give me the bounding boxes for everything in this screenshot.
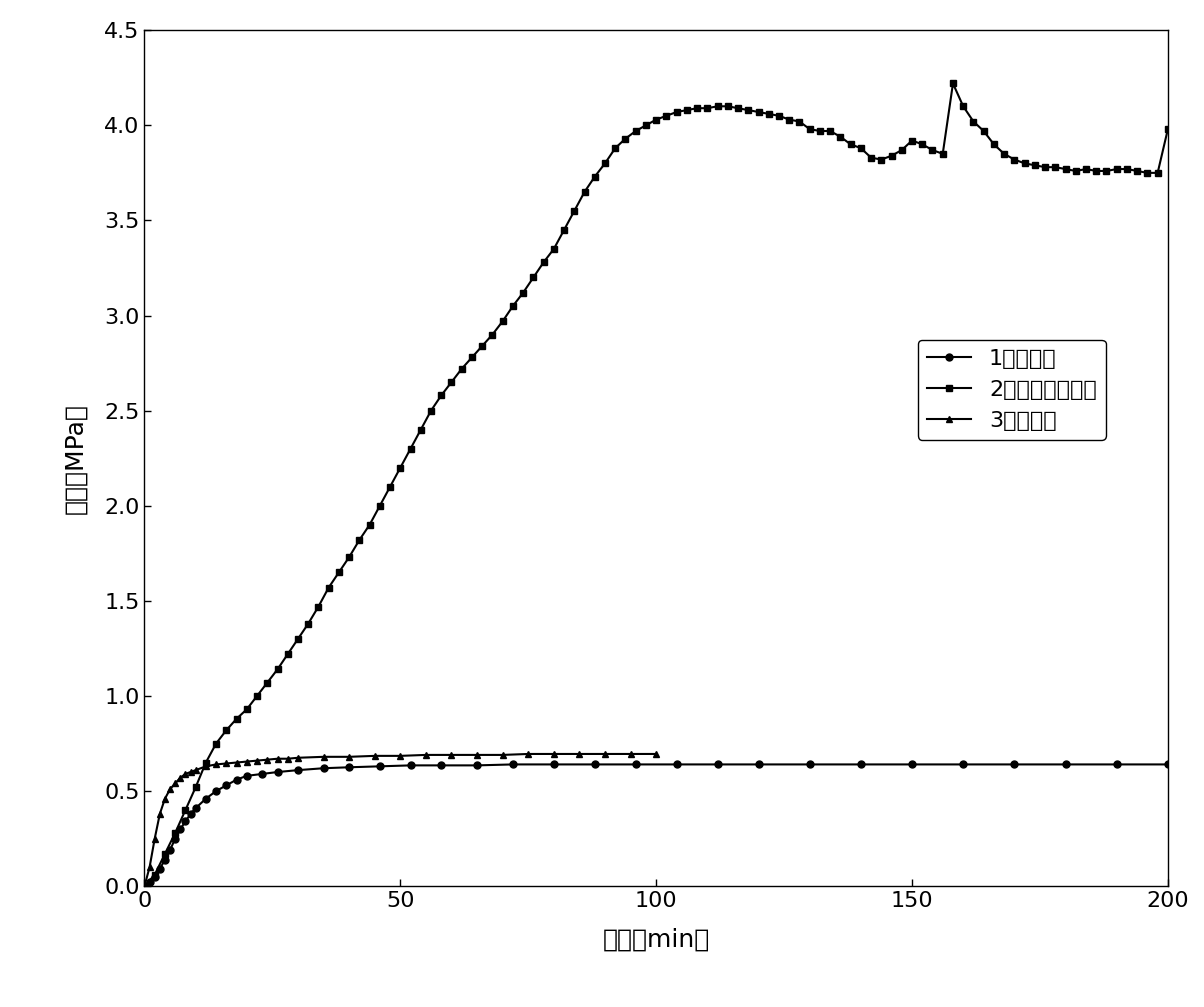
1正向驱替 [255,768,270,780]
3反向驱替 [649,748,663,760]
1正向驱替 [1161,758,1175,770]
1正向驱替 [183,808,197,820]
1正向驱替 [270,766,284,778]
3反向驱替 [367,750,382,762]
1正向驱替 [433,759,448,771]
2污染后正向驱替 [854,142,868,154]
1正向驱替 [173,823,188,835]
3反向驱替 [342,751,356,763]
3反向驱替 [229,756,243,768]
2污染后正向驱替 [137,880,152,892]
2污染后正向驱替 [608,142,622,154]
1正向驱替 [342,761,356,773]
3反向驱替 [317,751,331,763]
3反向驱替 [147,833,161,845]
Line: 1正向驱替: 1正向驱替 [141,761,1171,889]
1正向驱替 [588,758,602,770]
1正向驱替 [178,816,193,828]
2污染后正向驱替 [905,135,920,147]
1正向驱替 [199,793,213,805]
3反向驱替 [153,808,167,820]
1正向驱替 [669,758,684,770]
1正向驱替 [219,779,234,792]
Legend: 1正向驱替, 2污染后正向驱替, 3反向驱替: 1正向驱替, 2污染后正向驱替, 3反向驱替 [917,339,1105,440]
2污染后正向驱替 [1161,123,1175,135]
1正向驱替 [317,762,331,774]
2污染后正向驱替 [393,461,407,473]
1正向驱替 [167,833,183,845]
1正向驱替 [1007,758,1021,770]
1正向驱替 [403,759,418,771]
Y-axis label: 压差（MPa）: 压差（MPa） [64,403,88,514]
3反向驱替 [142,861,157,873]
3反向驱替 [173,771,188,783]
3反向驱替 [624,748,638,760]
3反向驱替 [270,752,284,764]
1正向驱替 [229,773,243,785]
1正向驱替 [751,758,766,770]
1正向驱替 [547,758,561,770]
X-axis label: 时间（min）: 时间（min） [602,927,710,952]
1正向驱替 [1058,758,1073,770]
1正向驱替 [209,785,224,798]
1正向驱替 [137,880,152,892]
1正向驱替 [506,758,520,770]
3反向驱替 [209,758,224,770]
3反向驱替 [178,768,193,780]
3反向驱替 [470,749,484,761]
1正向驱替 [147,871,161,883]
3反向驱替 [183,766,197,778]
2污染后正向驱替 [946,78,961,90]
1正向驱替 [153,863,167,875]
1正向驱替 [802,758,816,770]
1正向驱替 [854,758,868,770]
3反向驱替 [496,749,510,761]
3反向驱替 [290,751,305,764]
1正向驱替 [470,759,484,771]
3反向驱替 [250,754,265,766]
1正向驱替 [290,764,305,776]
3反向驱替 [163,783,177,796]
2污染后正向驱替 [209,737,224,749]
1正向驱替 [163,844,177,856]
3反向驱替 [597,748,612,760]
1正向驱替 [142,876,157,888]
3反向驱替 [547,748,561,760]
Line: 2污染后正向驱替: 2污染后正向驱替 [141,80,1171,889]
3反向驱替 [260,753,275,765]
1正向驱替 [240,769,254,781]
1正向驱替 [956,758,970,770]
3反向驱替 [240,755,254,767]
1正向驱替 [905,758,920,770]
2污染后正向驱替 [751,106,766,118]
3反向驱替 [572,748,586,760]
3反向驱替 [188,764,202,776]
3反向驱替 [158,793,172,805]
3反向驱替 [199,760,213,772]
3反向驱替 [521,748,536,760]
1正向驱替 [1109,758,1123,770]
3反向驱替 [419,749,433,761]
1正向驱替 [158,854,172,866]
1正向驱替 [188,803,202,815]
1正向驱替 [628,758,643,770]
3反向驱替 [167,777,183,789]
3反向驱替 [137,880,152,892]
Line: 3反向驱替: 3反向驱替 [141,750,660,889]
3反向驱替 [444,749,459,761]
3反向驱替 [393,750,407,762]
1正向驱替 [373,760,388,772]
3反向驱替 [281,752,295,764]
1正向驱替 [710,758,725,770]
3反向驱替 [219,757,234,769]
